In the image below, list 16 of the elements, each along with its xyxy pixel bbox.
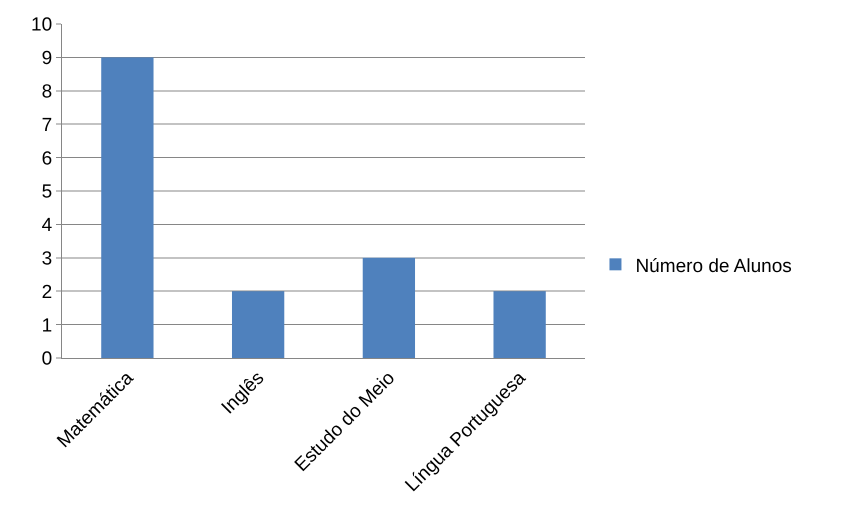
bar	[232, 291, 284, 358]
y-tick-label: 9	[42, 48, 52, 70]
bar	[493, 291, 546, 358]
bar	[362, 258, 416, 358]
y-tick-label: 10	[31, 14, 52, 36]
y-tick-label: 1	[42, 315, 52, 336]
y-tick-label: 6	[42, 148, 52, 170]
y-tick-label: 7	[42, 114, 52, 136]
y-tick-label: 8	[42, 81, 52, 102]
y-tick-label: 4	[42, 215, 53, 236]
bar	[101, 57, 154, 358]
y-tick-label: 5	[42, 182, 52, 203]
y-tick-label: 0	[42, 348, 52, 370]
legend-label: Número de Alunos	[635, 256, 792, 277]
y-tick-label: 3	[42, 248, 52, 270]
y-tick-label: 2	[42, 282, 52, 303]
